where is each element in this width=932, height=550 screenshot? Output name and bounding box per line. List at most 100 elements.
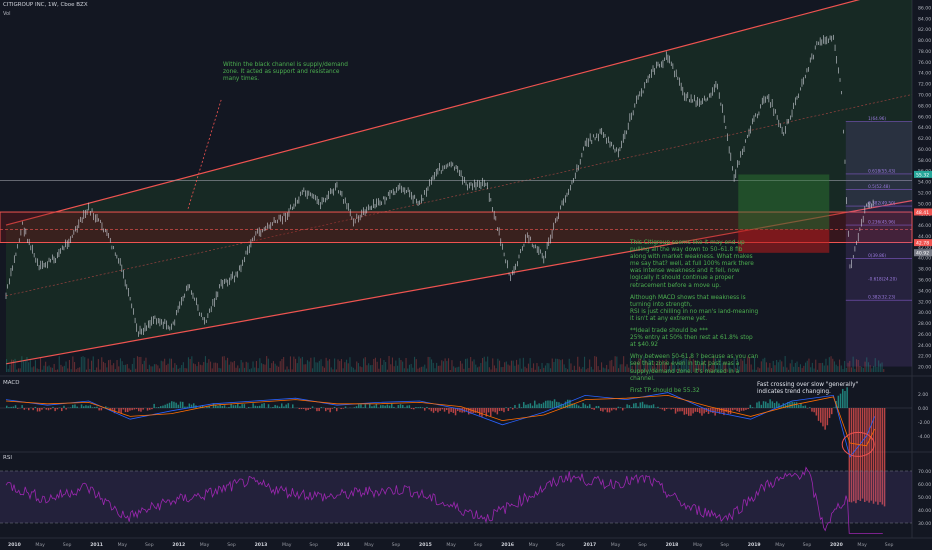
- time-tick-label: Sep: [720, 542, 729, 548]
- volume-bar: [811, 362, 813, 372]
- macd-histogram-bar: [36, 408, 39, 412]
- volume-bar: [830, 356, 832, 372]
- volume-bar: [317, 362, 319, 372]
- volume-bar: [752, 369, 754, 372]
- macd-histogram-bar: [613, 408, 615, 410]
- volume-bar: [709, 368, 711, 372]
- price-tick-label: 58.00: [918, 158, 931, 164]
- macd-histogram-bar: [17, 408, 19, 409]
- macd-histogram-bar: [459, 408, 461, 413]
- volume-bar: [425, 368, 427, 372]
- volume-bar: [12, 359, 14, 372]
- volume-bar: [58, 356, 60, 372]
- price-tick-label: 44.00: [918, 234, 931, 240]
- volume-bar: [764, 357, 766, 372]
- volume-bar: [505, 361, 507, 372]
- volume-bar: [626, 364, 628, 372]
- volume-bar: [539, 369, 541, 372]
- volume-bar: [337, 359, 339, 372]
- volume-bar: [381, 364, 383, 372]
- volume-bar: [386, 369, 388, 372]
- volume-bar: [29, 359, 31, 372]
- volume-bar: [262, 364, 264, 372]
- volume-bar: [473, 359, 475, 372]
- rsi-panel-title: RSI: [3, 455, 12, 461]
- volume-bar: [357, 363, 359, 372]
- volume-bar: [760, 361, 762, 372]
- macd-histogram-bar: [756, 402, 758, 408]
- macd-tick-label: 2.00: [918, 392, 928, 398]
- fib-label: -0.618(24.20): [868, 277, 897, 282]
- projection-arrow: [187, 99, 222, 209]
- time-tick-label: May: [611, 542, 621, 548]
- volume-bar: [240, 360, 242, 372]
- macd-histogram-bar: [188, 403, 191, 408]
- volume-bar: [558, 359, 560, 372]
- time-tick-label: May: [35, 542, 45, 548]
- macd-histogram-bar: [509, 407, 512, 408]
- volume-bar: [165, 365, 167, 372]
- macd-histogram-bar: [272, 406, 274, 408]
- volume-bar: [589, 359, 591, 372]
- volume-bar: [169, 358, 171, 372]
- volume-bar: [249, 369, 251, 372]
- price-tick-label: 40.00: [918, 256, 931, 262]
- macd-histogram-bar: [274, 404, 276, 408]
- macd-histogram-bar: [333, 406, 336, 408]
- volume-bar: [286, 366, 288, 372]
- stop-box: [738, 229, 830, 253]
- macd-histogram-bar: [142, 408, 144, 410]
- volume-bar: [862, 368, 864, 372]
- volume-bar: [446, 360, 448, 372]
- volume-bar: [555, 358, 557, 372]
- volume-bar: [635, 361, 637, 372]
- macd-histogram-bar: [784, 404, 787, 408]
- macd-histogram-bar: [545, 400, 547, 408]
- time-tick-label: Sep: [392, 542, 401, 548]
- volume-bar: [772, 360, 774, 372]
- macd-histogram-bar: [875, 408, 877, 502]
- volume-bar: [432, 362, 434, 372]
- volume-bar: [878, 360, 880, 372]
- macd-histogram-bar: [232, 405, 235, 408]
- volume-bar: [883, 369, 885, 372]
- volume-bar: [444, 358, 446, 372]
- macd-histogram-bar: [34, 406, 37, 408]
- macd-histogram-bar: [461, 408, 463, 413]
- time-tick-label: 2013: [255, 542, 268, 548]
- volume-bar: [728, 363, 730, 372]
- macd-histogram-bar: [501, 408, 503, 411]
- volume-bar: [213, 362, 215, 372]
- volume-bar: [767, 367, 769, 372]
- analysis-paragraph: This Citigroup seems like it may end up …: [630, 240, 754, 289]
- volume-bar: [742, 360, 744, 372]
- volume-bar: [266, 356, 268, 372]
- macd-histogram-bar: [74, 404, 76, 408]
- volume-bar: [599, 369, 601, 372]
- macd-histogram-bar: [254, 405, 257, 408]
- volume-bar: [828, 357, 830, 372]
- volume-bar: [793, 366, 795, 372]
- volume-bar: [849, 360, 851, 372]
- volume-bar: [136, 356, 138, 372]
- macd-histogram-bar: [562, 404, 565, 408]
- macd-histogram-bar: [778, 403, 780, 408]
- macd-histogram-bar: [520, 407, 523, 408]
- volume-bar: [808, 358, 810, 372]
- macd-histogram-bar: [666, 408, 668, 410]
- macd-histogram-bar: [857, 408, 859, 500]
- macd-histogram-bar: [732, 408, 734, 411]
- channel-annotation: Within the black channel is supply/deman…: [223, 62, 348, 83]
- volume-bar: [465, 358, 467, 372]
- volume-bar: [181, 365, 183, 372]
- macd-histogram-bar: [391, 403, 393, 408]
- volume-bar: [805, 362, 807, 372]
- macd-histogram-bar: [369, 403, 371, 408]
- volume-bar: [597, 366, 599, 372]
- volume-bar: [590, 366, 592, 372]
- volume-bar: [437, 365, 439, 372]
- volume-bar: [366, 365, 368, 372]
- volume-bar: [541, 362, 543, 372]
- volume-bar: [312, 368, 314, 372]
